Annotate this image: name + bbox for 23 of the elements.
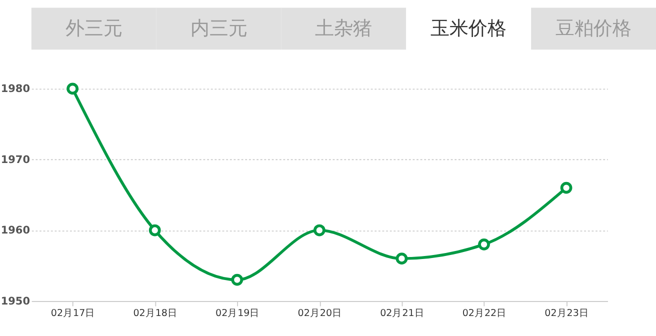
x-tick-label: 02月19日 [216,308,260,319]
x-tick-label: 02月18日 [133,308,178,319]
y-tick-label: 1950 [0,295,30,308]
x-tick-label: 02月20日 [298,308,342,319]
point [148,224,161,236]
text: 土杂猪 [315,17,372,40]
point [396,252,408,265]
text: 玉米价格 [430,17,507,40]
text: 外三元 [65,17,122,40]
x-tick-label: 02月21日 [380,308,424,319]
x-tick-label: 02月22日 [462,308,507,319]
x-tick-label: 02月23日 [544,308,589,319]
text: 豆粕价格 [556,17,632,40]
point [478,238,490,250]
text: 内三元 [190,17,248,40]
point [66,82,79,95]
y-tick-label: 1960 [0,224,30,237]
y-tick-label: 1970 [0,154,30,166]
x-tick-label: 02月17日 [50,308,96,319]
point [313,224,326,236]
point [560,182,572,194]
y-tick-label: 1980 [0,83,30,96]
point [231,274,244,286]
